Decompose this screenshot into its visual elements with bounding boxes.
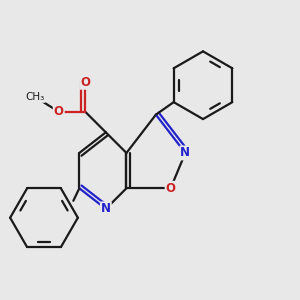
Text: N: N <box>180 146 190 159</box>
Text: N: N <box>101 202 111 215</box>
Text: O: O <box>166 182 176 195</box>
Text: O: O <box>80 76 90 89</box>
Text: O: O <box>54 105 64 118</box>
Text: CH₃: CH₃ <box>26 92 45 102</box>
